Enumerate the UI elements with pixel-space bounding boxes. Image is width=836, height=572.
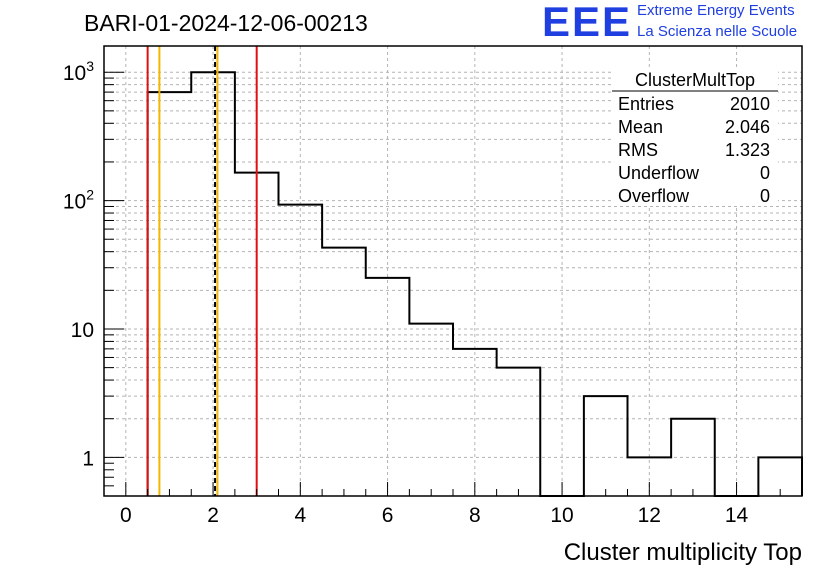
x-tick-label: 2 [207,504,219,527]
logo-line1: Extreme Energy Events [637,2,795,19]
stats-label: RMS [618,140,658,160]
stats-label: Overflow [618,186,690,206]
y-tick-label: 1 [82,447,94,470]
stats-label: Entries [618,94,674,114]
stats-box: ClusterMultTop Entries 2010 Mean 2.046 RMS 1.3… [612,70,778,206]
run-title: BARI-01-2024-12-06-00213 [84,10,368,36]
histogram-bin [497,368,541,496]
stats-label: Mean [618,117,663,137]
histogram-bin [148,92,192,496]
marker-lines [146,46,258,496]
logo-mark: EEE [542,0,633,45]
stats-value: 1.323 [725,140,770,160]
y-tick-label: 10 [71,319,94,342]
stats-box-background [612,70,778,206]
x-tick-label: 12 [638,504,661,527]
x-tick-label: 6 [382,504,394,527]
stats-label: Underflow [618,163,700,183]
logo-line2: La Scienza nelle Scuole [637,23,798,40]
histogram-bin [322,248,366,496]
stats-value: 2.046 [725,117,770,137]
y-tick-label: 102 [63,187,94,214]
eee-logo: EEE Extreme Energy Events La Scienza nel… [542,0,832,46]
histogram-line [146,71,803,497]
stats-value: 0 [760,163,770,183]
y-tick-label: 103 [63,58,94,85]
histogram-bin [409,324,453,496]
x-tick-label: 8 [469,504,481,527]
stats-title: ClusterMultTop [635,70,755,90]
histogram-bin [584,396,628,496]
x-tick-label: 0 [120,504,132,527]
x-tick-label: 4 [294,504,306,527]
stats-value: 2010 [730,94,770,114]
stats-value: 0 [760,186,770,206]
x-axis-ticks: 0 2 4 6 8 10 12 14 [120,482,781,527]
histogram-bin [279,205,323,496]
x-tick-label: 10 [550,504,573,527]
x-tick-label: 14 [725,504,749,527]
y-axis-ticks: 1 10 102 103 [63,58,124,497]
x-axis-label: Cluster multiplicity Top [564,539,802,566]
